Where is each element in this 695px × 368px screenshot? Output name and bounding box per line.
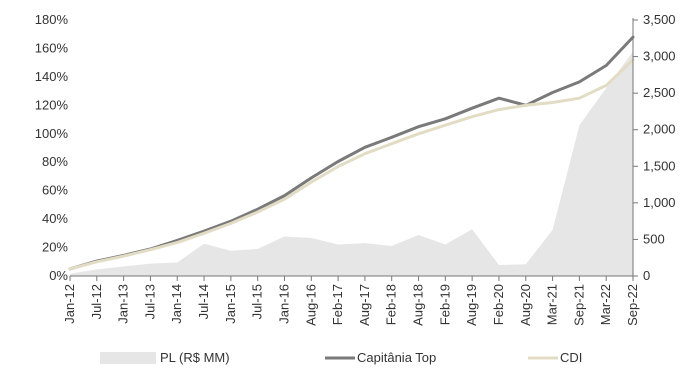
legend-item-cdi: CDI <box>528 350 582 365</box>
left-tick-label: 160% <box>35 40 69 55</box>
x-tick-label: Aug-18 <box>411 284 426 326</box>
series-line-cdi <box>68 58 635 271</box>
x-tick-label: Aug-20 <box>518 284 533 326</box>
x-tick-label: Aug-17 <box>357 284 372 326</box>
x-tick-label: Jul-13 <box>142 284 157 319</box>
left-tick-label: 40% <box>42 211 68 226</box>
pl-area-layer <box>70 51 633 276</box>
x-tick-label: Jul-12 <box>89 284 104 319</box>
right-tick-label: 3,000 <box>643 49 676 64</box>
left-tick-label: 180% <box>35 12 69 27</box>
axis-layer: 0% 20% 40% 60% 80% 100% 120% 140% 160% 180% 0 500 1,… <box>35 12 676 326</box>
x-tick-label: Jan-13 <box>116 284 131 324</box>
x-tick-label: Feb-19 <box>437 284 452 325</box>
left-tick-label: 20% <box>42 240 68 255</box>
right-tick-label: 2,000 <box>643 122 676 137</box>
x-tick-label: Feb-18 <box>384 284 399 325</box>
right-tick-label: 1,500 <box>643 158 676 173</box>
right-tick-label: 500 <box>643 231 665 246</box>
line-layer <box>68 35 635 271</box>
x-tick-label: Aug-19 <box>464 284 479 326</box>
legend-label: PL (R$ MM) <box>160 350 230 365</box>
legend-swatch-pl <box>100 352 156 364</box>
left-tick-label: 100% <box>35 126 69 141</box>
legend: PL (R$ MM) Capitânia Top CDI <box>100 350 582 365</box>
series-line-capitania-top <box>68 35 635 271</box>
right-tick-label: 2,500 <box>643 85 676 100</box>
left-tick-label: 60% <box>42 183 68 198</box>
x-tick-label: Mar-21 <box>545 284 560 325</box>
right-tick-label: 3,500 <box>643 12 676 27</box>
right-tick-label: 1,000 <box>643 195 676 210</box>
x-tick-label: Jul-14 <box>196 284 211 319</box>
x-tick-label: Sep-21 <box>571 284 586 326</box>
legend-item-capitania-top: Capitânia Top <box>325 350 436 365</box>
right-tick-label: 0 <box>643 268 650 283</box>
x-tick-label: Jan-12 <box>62 284 77 324</box>
left-tick-label: 140% <box>35 69 69 84</box>
legend-label: Capitânia Top <box>357 350 436 365</box>
left-tick-label: 80% <box>42 154 68 169</box>
x-tick-label: Jan-14 <box>169 284 184 324</box>
left-tick-label: 120% <box>35 97 69 112</box>
series-area-pl <box>70 51 633 276</box>
legend-item-pl: PL (R$ MM) <box>100 350 230 365</box>
x-tick-label: Sep-22 <box>625 284 640 326</box>
x-tick-label: Jan-15 <box>223 284 238 324</box>
x-tick-label: Feb-17 <box>330 284 345 325</box>
x-tick-label: Feb-20 <box>491 284 506 325</box>
left-tick-label: 0% <box>49 268 68 283</box>
x-tick-label: Aug-16 <box>303 284 318 326</box>
x-tick-label: Jan-16 <box>277 284 292 324</box>
x-tick-label: Mar-22 <box>598 284 613 325</box>
x-tick-label: Jul-15 <box>250 284 265 319</box>
legend-label: CDI <box>560 350 582 365</box>
